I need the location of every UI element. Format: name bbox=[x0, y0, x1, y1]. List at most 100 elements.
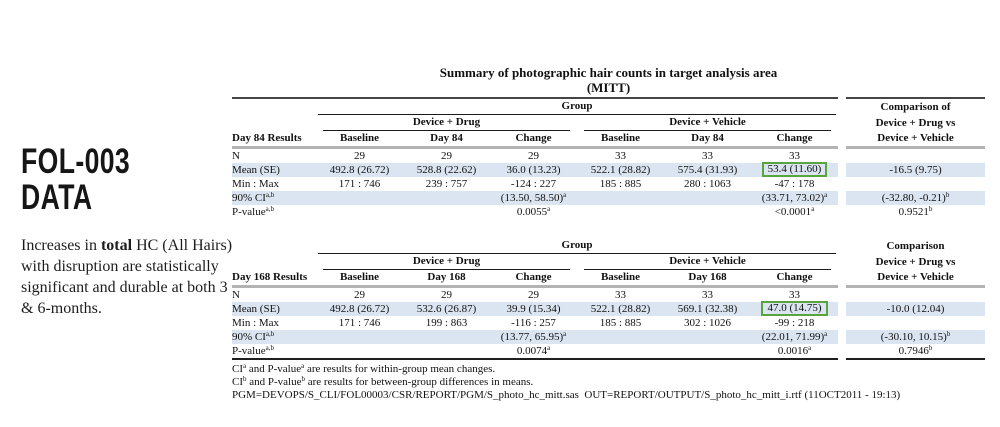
superscript: b bbox=[945, 191, 950, 199]
column-header: Day 84 bbox=[664, 131, 751, 149]
table-cell: 171 : 746 bbox=[338, 178, 381, 190]
highlight-box: 53.4 (11.60) bbox=[761, 161, 828, 177]
group-header-row: Group Comparison of bbox=[232, 97, 986, 115]
table-cell bbox=[577, 191, 664, 205]
comparison-cell: 0.9521b bbox=[898, 205, 933, 219]
column-header: Change bbox=[490, 131, 577, 149]
table-cell: 29 bbox=[441, 150, 452, 162]
highlight-box: 47.0 (14.75) bbox=[761, 300, 828, 316]
table-cell: 575.4 (31.93) bbox=[664, 163, 751, 177]
table-cell: -116 : 257 bbox=[511, 317, 556, 329]
table-cell: 239 : 757 bbox=[425, 178, 468, 190]
superscript: b bbox=[243, 374, 247, 383]
table-row: 90% CIa,b (13.77, 65.95)a (22.01, 71.99)a (… bbox=[232, 330, 986, 344]
sidebar: FOL-003 DATA Increases in total HC (All … bbox=[21, 144, 233, 319]
superscript: b bbox=[928, 205, 933, 213]
table-row: Mean (SE) 492.8 (26.72) 532.6 (26.87) 39.9 … bbox=[232, 300, 986, 316]
sidebar-description: Increases in total HC (All Hairs) with d… bbox=[21, 235, 233, 319]
table-cell: -99 : 218 bbox=[774, 317, 815, 329]
table-cell: 0.0074a bbox=[490, 344, 577, 360]
column-gap bbox=[838, 330, 846, 344]
column-header: Day 168 bbox=[403, 270, 490, 288]
table-cell: 33 bbox=[702, 289, 713, 301]
row-header-label: Day 168 Results bbox=[232, 270, 316, 288]
column-gap bbox=[838, 177, 846, 191]
column-header: Day 84 bbox=[403, 131, 490, 149]
table-cell bbox=[577, 344, 664, 360]
column-gap bbox=[838, 115, 846, 131]
column-header: Day 168 bbox=[664, 270, 751, 288]
corner-cell bbox=[232, 115, 316, 131]
table-cell: 492.8 (26.72) bbox=[316, 163, 403, 177]
column-header-row: Day 168 Results Baseline Day 168 Change Base… bbox=[232, 270, 986, 288]
table-cell bbox=[664, 344, 751, 360]
table-row: 90% CIa,b (13.50, 58.50)a (33.71, 73.02)a (… bbox=[232, 191, 986, 205]
page-title-line2: DATA bbox=[21, 178, 93, 217]
column-header: Baseline bbox=[316, 270, 403, 288]
group-label: Group bbox=[318, 99, 837, 115]
row-label: P-valuea,b bbox=[232, 344, 316, 360]
table-cell: (22.01, 71.99)a bbox=[751, 330, 839, 344]
column-header: Change bbox=[751, 131, 839, 149]
table-cell: 171 : 746 bbox=[338, 317, 381, 329]
superscript: b bbox=[301, 374, 305, 383]
superscript: a,b bbox=[265, 191, 275, 199]
corner-cell bbox=[232, 97, 316, 115]
table-cell bbox=[664, 330, 751, 344]
group-header-cell: Group bbox=[316, 238, 838, 254]
superscript: a bbox=[808, 344, 812, 352]
table-cell bbox=[577, 330, 664, 344]
comparison-cell: 0.7946b bbox=[846, 344, 986, 360]
comparison-cell bbox=[846, 316, 985, 330]
table-cell: <0.0001a bbox=[774, 205, 815, 219]
superscript: a,b bbox=[265, 205, 274, 213]
footnotes: CIa and P-valuea are results for within-… bbox=[232, 363, 985, 401]
comparison-header-line3: Device + Vehicle bbox=[846, 131, 986, 149]
superscript: a bbox=[563, 330, 567, 338]
column-header: Baseline bbox=[577, 270, 664, 288]
table-cell: 522.1 (28.82) bbox=[577, 302, 664, 316]
subgroup-label-0: Device + Drug bbox=[323, 254, 570, 270]
subgroup-header-row: Device + Drug Device + Vehicle Device + Dr… bbox=[232, 115, 985, 131]
table-cell bbox=[316, 330, 403, 344]
table-cell: 492.8 (26.72) bbox=[316, 302, 403, 316]
column-gap bbox=[838, 131, 846, 148]
comparison-cell bbox=[846, 287, 985, 303]
table-row: Min : Max 171 : 746 239 : 757 -124 : 227 185… bbox=[232, 177, 985, 191]
footnote-line-3: PGM=DEVOPS/S_CLI/FOL00003/CSR/REPORT/PGM… bbox=[232, 388, 901, 401]
row-header-label: Day 84 Results bbox=[232, 131, 316, 149]
column-gap bbox=[838, 344, 846, 359]
comparison-header-line1: Comparison of bbox=[846, 97, 986, 115]
superscript: a bbox=[824, 330, 828, 338]
table-cell: 29 bbox=[354, 289, 365, 301]
table-cell bbox=[316, 344, 403, 360]
superscript: a bbox=[824, 191, 828, 199]
comparison-header-line1: Comparison bbox=[886, 239, 945, 252]
superscript: a,b bbox=[265, 344, 274, 352]
table-cell: 53.4 (11.60) bbox=[751, 161, 839, 177]
table-cell bbox=[664, 191, 751, 205]
report-area: Summary of photographic hair counts in t… bbox=[232, 65, 986, 401]
subgroup-label-1: Device + Vehicle bbox=[584, 115, 832, 131]
row-label: Min : Max bbox=[232, 317, 280, 329]
table-cell: 532.6 (26.87) bbox=[403, 302, 490, 316]
comparison-header-line3: Device + Vehicle bbox=[846, 270, 986, 288]
table-cell: 522.1 (28.82) bbox=[577, 163, 664, 177]
table-cell: 0.0016a bbox=[751, 344, 839, 360]
comparison-cell: -16.5 (9.75) bbox=[846, 163, 986, 177]
table-cell: (33.71, 73.02)a bbox=[751, 191, 839, 205]
superscript: a bbox=[547, 205, 551, 213]
column-header: Change bbox=[751, 270, 839, 288]
superscript: b bbox=[928, 344, 933, 352]
column-gap bbox=[838, 270, 846, 287]
table-cell: -47 : 178 bbox=[774, 178, 815, 190]
superscript: a bbox=[243, 362, 247, 370]
table-cell: 185 : 885 bbox=[599, 317, 642, 329]
corner-cell bbox=[232, 254, 316, 270]
data-table: Group Comparison Device + Drug Device + Veh… bbox=[232, 238, 986, 360]
column-gap bbox=[838, 148, 846, 164]
comparison-cell: (-30.10, 10.15)b bbox=[846, 330, 986, 344]
comparison-cell: (-32.80, -0.21)b bbox=[846, 191, 986, 205]
table-row: N 29 29 29 33 33 33 bbox=[232, 148, 985, 164]
table-cell: 302 : 1026 bbox=[683, 317, 732, 329]
